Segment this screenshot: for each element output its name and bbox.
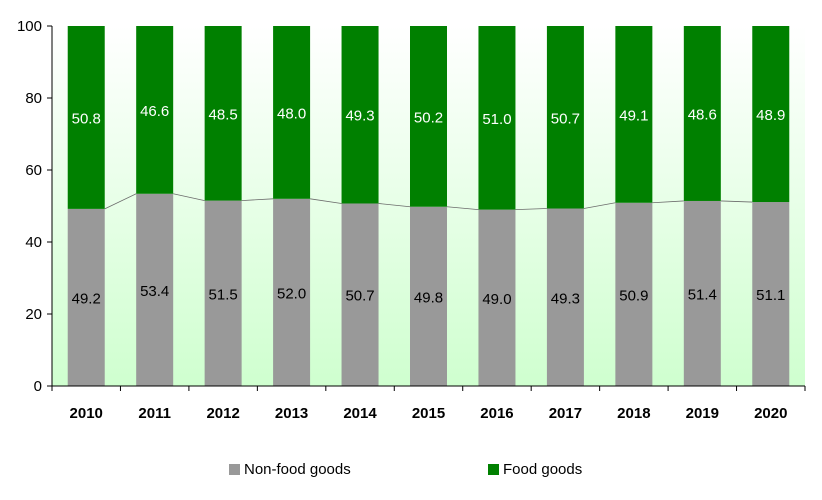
bar-non-food-goods-2015: [410, 206, 447, 386]
bar-non-food-goods-2017: [546, 208, 584, 386]
x-tick-label-2015: 2015: [412, 405, 445, 422]
bar-non-food-goods-2011: [136, 193, 174, 386]
x-tick-label-2012: 2012: [206, 405, 239, 422]
legend-item-food: Food goods: [488, 461, 582, 478]
value-label-food-goods-2015: 50.2: [414, 109, 443, 126]
value-label-non-food-goods-2015: 49.8: [414, 289, 443, 306]
value-label-non-food-goods-2013: 52.0: [277, 285, 306, 302]
bar-non-food-goods-2019: [683, 200, 721, 386]
bar-food-goods-2016: [478, 26, 516, 210]
legend-swatch-food: [488, 464, 499, 475]
x-tick-label-2013: 2013: [275, 405, 308, 422]
bar-food-goods-2017: [546, 26, 584, 209]
value-label-food-goods-2016: 51.0: [482, 111, 511, 128]
y-tick-label: 60: [25, 162, 42, 179]
y-tick-label: 20: [25, 306, 42, 323]
bar-non-food-goods-2016: [478, 209, 516, 386]
bar-food-goods-2012: [204, 26, 242, 201]
y-tick-label: 0: [34, 378, 42, 395]
value-label-food-goods-2014: 49.3: [345, 108, 374, 125]
bars-group: [67, 26, 790, 386]
x-tick-label-2011: 2011: [138, 405, 171, 422]
y-tick-label: 40: [25, 234, 42, 251]
bar-food-goods-2015: [410, 26, 447, 207]
value-label-food-goods-2010: 50.8: [72, 110, 101, 127]
bar-non-food-goods-2014: [341, 203, 379, 386]
legend-label-non-food: Non-food goods: [244, 461, 351, 478]
bar-non-food-goods-2012: [204, 200, 242, 386]
y-tick-label: 80: [25, 90, 42, 107]
x-tick-label-2010: 2010: [70, 405, 103, 422]
value-label-food-goods-2019: 48.6: [688, 106, 717, 123]
value-label-food-goods-2013: 48.0: [277, 105, 306, 122]
bar-non-food-goods-2013: [273, 198, 311, 386]
value-label-food-goods-2017: 50.7: [551, 110, 580, 127]
legend: Non-food goods Food goods: [0, 459, 822, 483]
bar-food-goods-2020: [752, 26, 790, 203]
value-label-food-goods-2012: 48.5: [209, 106, 238, 123]
series-line-non-food: [104, 193, 753, 210]
bar-food-goods-2010: [67, 26, 105, 209]
x-tick-label-2020: 2020: [754, 405, 787, 422]
y-tick-label: 100: [17, 18, 42, 35]
value-label-non-food-goods-2016: 49.0: [482, 291, 511, 308]
value-label-non-food-goods-2017: 49.3: [551, 290, 580, 307]
value-label-non-food-goods-2014: 50.7: [345, 288, 374, 305]
bar-non-food-goods-2018: [615, 202, 653, 386]
bar-food-goods-2013: [273, 26, 311, 199]
series-connector-lines: [104, 193, 753, 210]
value-label-food-goods-2020: 48.9: [756, 107, 785, 124]
x-tick-label-2014: 2014: [343, 405, 377, 422]
value-label-non-food-goods-2012: 51.5: [209, 286, 238, 303]
x-tick-label-2018: 2018: [617, 405, 650, 422]
x-tick-label-2017: 2017: [549, 405, 582, 422]
value-label-food-goods-2011: 46.6: [140, 103, 169, 120]
bar-non-food-goods-2010: [67, 208, 105, 386]
value-label-non-food-goods-2020: 51.1: [756, 287, 785, 304]
legend-item-non-food: Non-food goods: [229, 461, 351, 478]
x-axis: 2010 2011 2012 2013 2014 2015 2016 2017 2018 2019…: [51, 385, 806, 422]
bar-food-goods-2011: [136, 26, 174, 194]
value-label-non-food-goods-2019: 51.4: [688, 286, 717, 303]
value-label-food-goods-2018: 49.1: [619, 107, 648, 124]
legend-swatch-non-food: [229, 464, 240, 475]
value-label-non-food-goods-2018: 50.9: [619, 287, 648, 304]
value-label-non-food-goods-2010: 49.2: [72, 290, 101, 307]
x-tick-label-2016: 2016: [480, 405, 513, 422]
x-tick-label-2019: 2019: [686, 405, 719, 422]
bar-food-goods-2019: [683, 26, 721, 201]
value-label-non-food-goods-2011: 53.4: [140, 283, 169, 300]
y-axis: 0 20 40 60 80 100: [17, 18, 53, 395]
bar-food-goods-2014: [341, 26, 379, 204]
legend-label-food: Food goods: [503, 461, 583, 478]
bar-non-food-goods-2020: [752, 202, 790, 386]
bar-food-goods-2018: [615, 26, 653, 203]
value-labels-group: 49.2 50.8 53.4 46.6 51.5 48.5 52.0 48.0 50.7 49.3…: [72, 103, 786, 308]
